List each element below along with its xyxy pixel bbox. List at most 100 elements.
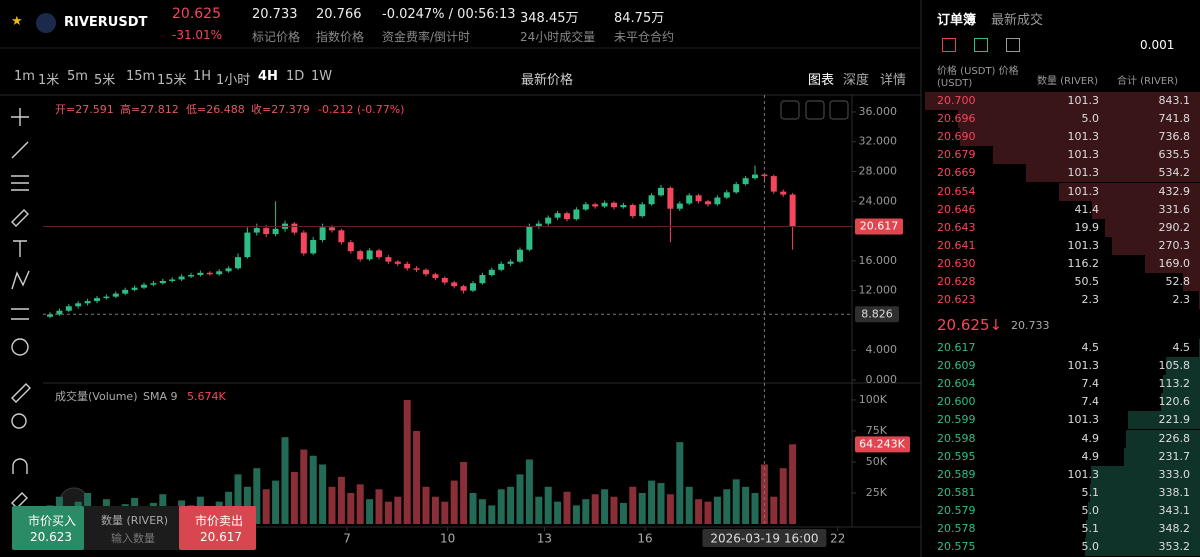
asks-row[interactable]: 20.630 116.2 169.0	[925, 254, 1200, 273]
asks-row[interactable]: 20.646 41.4 331.6	[925, 200, 1200, 219]
candle-body	[498, 263, 505, 270]
pattern-tool[interactable]	[11, 270, 30, 290]
price: 20.690	[937, 130, 976, 144]
candle-body	[272, 228, 279, 235]
bids-row[interactable]: 20.617 4.5 4.5	[925, 339, 1200, 357]
interval-button[interactable]: 5m	[67, 69, 88, 84]
refresh-button[interactable]	[829, 100, 849, 120]
total: 270.3	[1158, 238, 1191, 252]
price: 20.646	[937, 202, 976, 216]
asks-row[interactable]: 20.700 101.3 843.1	[925, 92, 1200, 110]
volume-bar	[657, 483, 665, 524]
scroll-button[interactable]	[780, 100, 800, 120]
depth-bar	[1182, 273, 1200, 291]
bids-row[interactable]: 20.609 101.3 105.8	[925, 357, 1200, 376]
view-tab[interactable]: 图表	[808, 73, 835, 88]
ob-tab[interactable]: 订单簿	[937, 13, 977, 28]
interval-button[interactable]: 1H	[193, 69, 212, 84]
bids-row[interactable]: 20.600 7.4 120.6	[925, 393, 1200, 412]
qty-input[interactable]	[84, 506, 179, 550]
sell-button[interactable]	[179, 506, 256, 550]
ob-mode[interactable]	[974, 38, 988, 52]
depth-bar	[1126, 429, 1200, 448]
collapse-button[interactable]	[805, 100, 825, 120]
interval-button[interactable]: 15m	[126, 69, 156, 84]
asks-row[interactable]: 20.641 101.3 270.3	[925, 236, 1200, 255]
asks-row[interactable]: 20.669 101.3 534.2	[925, 164, 1200, 183]
candle-body	[742, 178, 749, 185]
view-tab[interactable]: 详情	[880, 73, 907, 88]
fib-tool[interactable]	[11, 175, 29, 191]
interval-button[interactable]: 1m	[14, 69, 35, 84]
bids-row[interactable]: 20.579 5.0 343.1	[925, 501, 1200, 520]
crosshair-tool[interactable]	[11, 108, 29, 126]
sell-label: 市价卖出	[195, 514, 244, 528]
ob-mode[interactable]	[1006, 38, 1020, 52]
price: 20.609	[937, 359, 976, 373]
bids-row[interactable]: 20.578 5.1 348.2	[925, 520, 1200, 538]
asks-row[interactable]: 20.690 101.3 736.8	[925, 128, 1200, 147]
candle-body	[94, 298, 100, 302]
candle-body	[705, 201, 711, 205]
trend-tool[interactable]	[11, 141, 29, 159]
price: 20.578	[937, 522, 976, 535]
buy-button[interactable]	[12, 506, 84, 550]
amount: 101.3	[1067, 130, 1100, 144]
crosshair-time-label: 2026-03-19 16:00	[710, 532, 818, 546]
interval-button[interactable]: 4H	[258, 69, 278, 84]
asks-row[interactable]: 20.623 2.3 2.3	[925, 291, 1200, 310]
brush-tool[interactable]	[11, 209, 29, 227]
bids-row[interactable]: 20.589 101.3 333.0	[925, 465, 1200, 484]
candle-body	[582, 204, 589, 210]
candle-body	[432, 274, 439, 278]
bids-row[interactable]: 20.598 4.9 226.8	[925, 429, 1200, 448]
candle-body	[112, 293, 119, 297]
asks-row[interactable]: 20.679 101.3 635.5	[925, 146, 1200, 165]
interval-button[interactable]: 1W	[311, 69, 333, 84]
bids-row[interactable]: 20.599 101.3 221.9	[925, 411, 1200, 430]
depth-bar	[992, 146, 1200, 165]
y-tick-label: 0.000	[866, 373, 898, 386]
measure-tool[interactable]	[11, 308, 29, 320]
amount: 5.0	[1081, 503, 1100, 517]
interval-button[interactable]: 1米	[38, 73, 60, 88]
price: 20.654	[937, 184, 976, 198]
emoji-tool[interactable]	[11, 338, 29, 356]
asks-row[interactable]: 20.654 101.3 432.9	[925, 182, 1200, 201]
asks-row[interactable]: 20.696 5.0 741.8	[925, 110, 1200, 129]
price: 20.628	[937, 275, 976, 288]
favorite-star[interactable]: ★	[11, 14, 23, 29]
volume-tick-label: 50K	[866, 455, 888, 468]
ohlc-legend: 低=26.488	[186, 103, 245, 116]
interval-button[interactable]: 15米	[157, 73, 187, 88]
price-type-select[interactable]: 最新价格	[521, 73, 574, 88]
volume-bar	[281, 437, 289, 524]
bids-row[interactable]: 20.581 5.1 338.1	[925, 483, 1200, 502]
ruler-tool[interactable]	[11, 383, 31, 403]
view-tab[interactable]: 深度	[843, 73, 870, 88]
zoom-tool[interactable]	[11, 413, 27, 429]
interval-button[interactable]: 1D	[286, 69, 305, 84]
ob-tab[interactable]: 最新成交	[991, 13, 1044, 28]
volume-bar	[544, 486, 552, 524]
asks-row[interactable]: 20.628 50.5 52.8	[925, 273, 1200, 291]
asks-row[interactable]: 20.643 19.9 290.2	[925, 218, 1200, 237]
bids-row[interactable]: 20.575 5.0 353.2	[925, 538, 1200, 557]
amount: 101.3	[1067, 359, 1100, 373]
total: 432.9	[1158, 184, 1191, 198]
magnet-tool[interactable]	[12, 458, 28, 474]
text-tool[interactable]	[13, 240, 27, 257]
total: 52.8	[1165, 275, 1191, 288]
total: 290.2	[1158, 220, 1191, 234]
bids-row[interactable]: 20.595 4.9 231.7	[925, 447, 1200, 466]
stat-label: 指数价格	[316, 30, 365, 44]
tick-size[interactable]: 0.001	[1140, 38, 1175, 52]
candle-body	[611, 202, 617, 208]
bids-row[interactable]: 20.604 7.4 113.2	[925, 375, 1200, 394]
interval-button[interactable]: 1小时	[216, 73, 251, 88]
candle-body	[507, 261, 514, 264]
interval-button[interactable]: 5米	[94, 73, 116, 88]
ob-mode[interactable]	[942, 38, 956, 52]
drawing-tools[interactable]	[11, 108, 31, 509]
symbol[interactable]: RIVERUSDT	[64, 15, 148, 30]
